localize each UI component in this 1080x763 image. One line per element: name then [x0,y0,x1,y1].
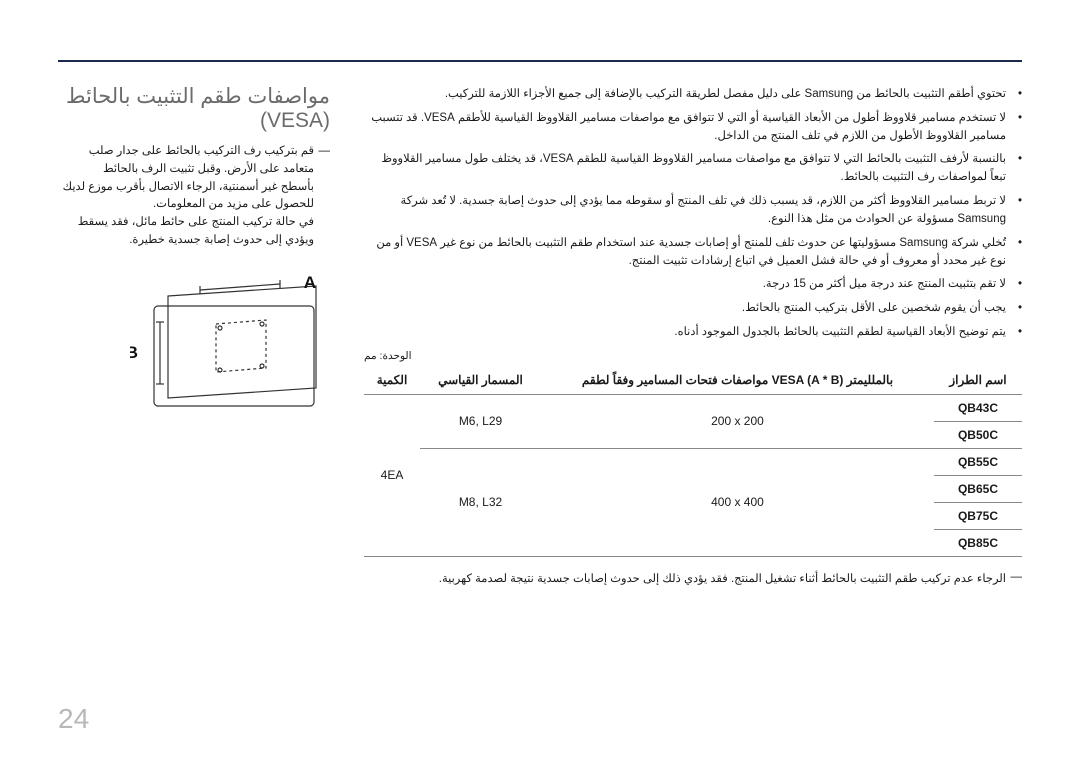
dash-icon: ― [1011,571,1023,583]
section-heading: مواصفات طقم التثبيت بالحائط (VESA) [58,84,330,133]
cell-model: QB55C [934,448,1022,475]
diagram-label-b: B [130,343,138,362]
intro-line-1: قم بتركيب رف التركيب بالحائط على جدار صل… [89,145,314,175]
top-rule [58,60,1022,62]
bullet-item: يجب أن يقوم شخصين على الأقل بتركيب المنت… [364,300,1022,318]
cell-screw: M8, L32 [420,448,541,556]
cell-model: QB43C [934,394,1022,421]
cell-dims: 200 x 200 [541,394,934,448]
vesa-diagram: A B [130,268,330,418]
diagram-label-a: A [304,273,316,292]
col-model: اسم الطراز [934,366,1022,395]
col-dims: مواصفات فتحات المسامير وفقاً لطقم VESA (… [541,366,934,395]
cell-model: QB85C [934,529,1022,556]
col-screw: المسمار القياسي [420,366,541,395]
intro-line-3: في حالة تركيب المنتج على حائط مائل، فقد … [58,214,330,250]
footer-note: ― الرجاء عدم تركيب طقم التثبيت بالحائط أ… [364,571,1022,585]
bullet-item: لا تربط مسامير القلاووظ أكثر من اللازم، … [364,193,1022,229]
bullet-list: تحتوي أطقم التثبيت بالحائط من Samsung عل… [364,86,1022,342]
spec-table: الكمية المسمار القياسي مواصفات فتحات الم… [364,366,1022,557]
cell-qty: 4EA [364,394,420,556]
cell-dims: 400 x 400 [541,448,934,556]
col-qty: الكمية [364,366,420,395]
cell-screw: M6, L29 [420,394,541,448]
intro-text: ― قم بتركيب رف التركيب بالحائط على جدار … [58,143,330,250]
bullet-item: لا تستخدم مسامير قلاووظ أطول من الأبعاد … [364,110,1022,146]
dash-icon: ― [319,143,331,161]
bullet-item: تُخلي شركة Samsung مسؤوليتها عن حدوث تلف… [364,235,1022,271]
bullet-item: يتم توضيح الأبعاد القياسية لطقم التثبيت … [364,324,1022,342]
intro-line-2: بأسطح غير أسمنتية، الرجاء الاتصال بأقرب … [58,179,330,215]
left-column: تحتوي أطقم التثبيت بالحائط من Samsung عل… [364,84,1022,585]
bullet-item: لا تقم بتثبيت المنتج عند درجة ميل أكثر م… [364,276,1022,294]
right-column: مواصفات طقم التثبيت بالحائط (VESA) ― قم … [58,84,330,585]
cell-model: QB50C [934,421,1022,448]
footer-note-text: الرجاء عدم تركيب طقم التثبيت بالحائط أثن… [439,573,1006,585]
bullet-item: بالنسبة لأرفف التثبيت بالحائط التي لا تت… [364,151,1022,187]
bullet-item: تحتوي أطقم التثبيت بالحائط من Samsung عل… [364,86,1022,104]
cell-model: QB75C [934,502,1022,529]
cell-model: QB65C [934,475,1022,502]
page-number: 24 [58,703,89,735]
unit-note: الوحدة: مم [364,350,1022,362]
